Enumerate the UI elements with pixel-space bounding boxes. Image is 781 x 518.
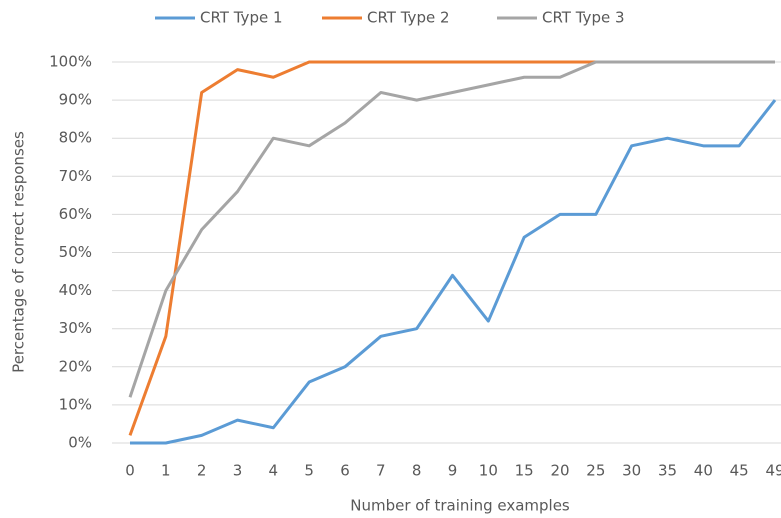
- x-tick-label: 45: [730, 462, 749, 480]
- x-tick-label: 30: [622, 462, 641, 480]
- x-tick-label: 4: [269, 462, 279, 480]
- x-tick-label: 25: [586, 462, 605, 480]
- y-tick-label: 100%: [49, 53, 92, 71]
- y-tick-label: 70%: [59, 167, 92, 185]
- x-tick-label: 40: [694, 462, 713, 480]
- line-series: [128, 60, 775, 398]
- y-tick-label: 30%: [59, 319, 92, 337]
- x-tick-label: 8: [412, 462, 422, 480]
- x-tick-label: 49: [765, 462, 781, 480]
- x-tick-label: 5: [304, 462, 314, 480]
- x-tick-label: 0: [125, 462, 135, 480]
- legend-label: CRT Type 2: [367, 9, 450, 27]
- y-tick-label: 0%: [68, 434, 92, 452]
- x-axis-title: Number of training examples: [350, 497, 570, 515]
- x-tick-label: 7: [376, 462, 386, 480]
- x-tick-label: 2: [197, 462, 207, 480]
- y-tick-label: 80%: [59, 129, 92, 147]
- y-tick-label: 20%: [59, 357, 92, 375]
- line-series: [130, 99, 777, 445]
- x-tick-label: 6: [340, 462, 350, 480]
- x-tick-label: 3: [233, 462, 243, 480]
- x-tick-label: 20: [550, 462, 569, 480]
- legend-label: CRT Type 3: [542, 9, 625, 27]
- legend-label: CRT Type 1: [200, 9, 283, 27]
- y-tick-label: 60%: [59, 205, 92, 223]
- x-tick-label: 15: [515, 462, 534, 480]
- x-tick-label: 9: [448, 462, 458, 480]
- line-series: [128, 60, 775, 436]
- x-tick-label: 1: [161, 462, 171, 480]
- y-tick-label: 10%: [59, 395, 92, 413]
- y-tick-label: 40%: [59, 281, 92, 299]
- y-axis-title: Percentage of correct responses: [10, 131, 28, 373]
- x-tick-label: 35: [658, 462, 677, 480]
- y-tick-label: 50%: [59, 243, 92, 261]
- x-tick-label: 10: [479, 462, 498, 480]
- y-tick-label: 90%: [59, 91, 92, 109]
